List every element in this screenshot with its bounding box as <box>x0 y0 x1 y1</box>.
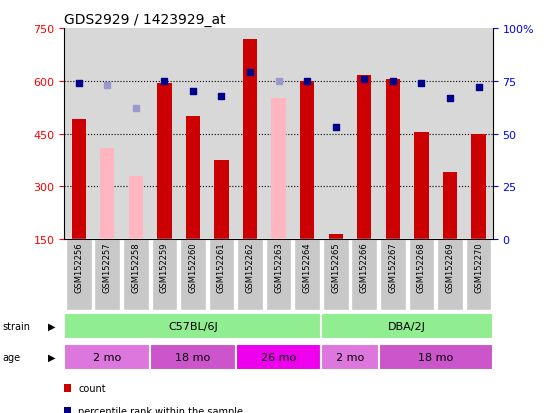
Bar <box>321 344 379 370</box>
Point <box>331 125 340 131</box>
FancyBboxPatch shape <box>409 240 434 310</box>
Text: GSM152269: GSM152269 <box>445 242 455 292</box>
Bar <box>329 234 343 240</box>
Text: GSM152267: GSM152267 <box>388 242 398 292</box>
FancyBboxPatch shape <box>95 240 120 310</box>
Point <box>302 78 311 85</box>
Text: C57BL/6J: C57BL/6J <box>168 321 218 331</box>
Bar <box>300 82 314 240</box>
Bar <box>386 80 400 240</box>
Point <box>360 76 368 83</box>
Bar <box>129 176 143 240</box>
FancyBboxPatch shape <box>123 240 148 310</box>
FancyBboxPatch shape <box>266 240 291 310</box>
Text: GSM152261: GSM152261 <box>217 242 226 292</box>
Point <box>474 85 483 91</box>
Bar <box>64 313 321 339</box>
FancyBboxPatch shape <box>237 240 263 310</box>
Bar <box>64 344 150 370</box>
Text: 18 mo: 18 mo <box>418 352 453 362</box>
Point <box>131 106 140 112</box>
Text: age: age <box>3 352 21 362</box>
Bar <box>272 99 286 240</box>
Text: GSM152262: GSM152262 <box>245 242 255 292</box>
Text: ▶: ▶ <box>48 321 55 331</box>
Text: 2 mo: 2 mo <box>93 352 122 362</box>
FancyBboxPatch shape <box>466 240 491 310</box>
Bar <box>243 39 257 240</box>
Bar <box>100 148 114 240</box>
Point <box>446 95 455 102</box>
Bar <box>379 344 493 370</box>
FancyBboxPatch shape <box>209 240 234 310</box>
Bar <box>321 313 493 339</box>
Text: GSM152266: GSM152266 <box>360 242 369 292</box>
Point <box>160 78 169 85</box>
Point <box>74 81 83 87</box>
Text: GSM152264: GSM152264 <box>302 242 312 292</box>
Text: GSM152258: GSM152258 <box>131 242 141 292</box>
Text: GSM152268: GSM152268 <box>417 242 426 292</box>
Text: 2 mo: 2 mo <box>336 352 364 362</box>
Bar <box>414 133 428 240</box>
Bar <box>72 120 86 240</box>
Text: GDS2929 / 1423929_at: GDS2929 / 1423929_at <box>64 12 226 26</box>
Text: GSM152265: GSM152265 <box>331 242 340 292</box>
Text: DBA/2J: DBA/2J <box>388 321 426 331</box>
FancyBboxPatch shape <box>66 240 91 310</box>
Text: strain: strain <box>3 321 31 331</box>
Text: 26 mo: 26 mo <box>261 352 296 362</box>
Bar <box>186 116 200 240</box>
Point <box>417 81 426 87</box>
Bar <box>357 76 371 240</box>
Text: count: count <box>78 383 106 393</box>
Text: GSM152259: GSM152259 <box>160 242 169 292</box>
Point <box>103 83 112 89</box>
FancyBboxPatch shape <box>180 240 206 310</box>
Text: percentile rank within the sample: percentile rank within the sample <box>78 406 243 413</box>
FancyBboxPatch shape <box>352 240 377 310</box>
Text: GSM152263: GSM152263 <box>274 242 283 292</box>
Bar <box>157 83 171 240</box>
FancyBboxPatch shape <box>152 240 177 310</box>
Point <box>274 78 283 85</box>
Text: GSM152260: GSM152260 <box>188 242 198 292</box>
Bar <box>443 173 457 240</box>
Point <box>388 78 397 85</box>
Bar <box>472 134 486 240</box>
FancyBboxPatch shape <box>323 240 348 310</box>
FancyBboxPatch shape <box>437 240 463 310</box>
Point <box>217 93 226 100</box>
Text: GSM152257: GSM152257 <box>102 242 112 292</box>
Bar <box>150 344 236 370</box>
Point <box>188 89 198 95</box>
Bar <box>236 344 321 370</box>
Text: GSM152270: GSM152270 <box>474 242 483 292</box>
FancyBboxPatch shape <box>380 240 405 310</box>
Bar <box>214 161 228 240</box>
Text: ▶: ▶ <box>48 352 55 362</box>
Text: 18 mo: 18 mo <box>175 352 211 362</box>
Text: GSM152256: GSM152256 <box>74 242 83 292</box>
Point <box>245 70 254 76</box>
FancyBboxPatch shape <box>295 240 320 310</box>
